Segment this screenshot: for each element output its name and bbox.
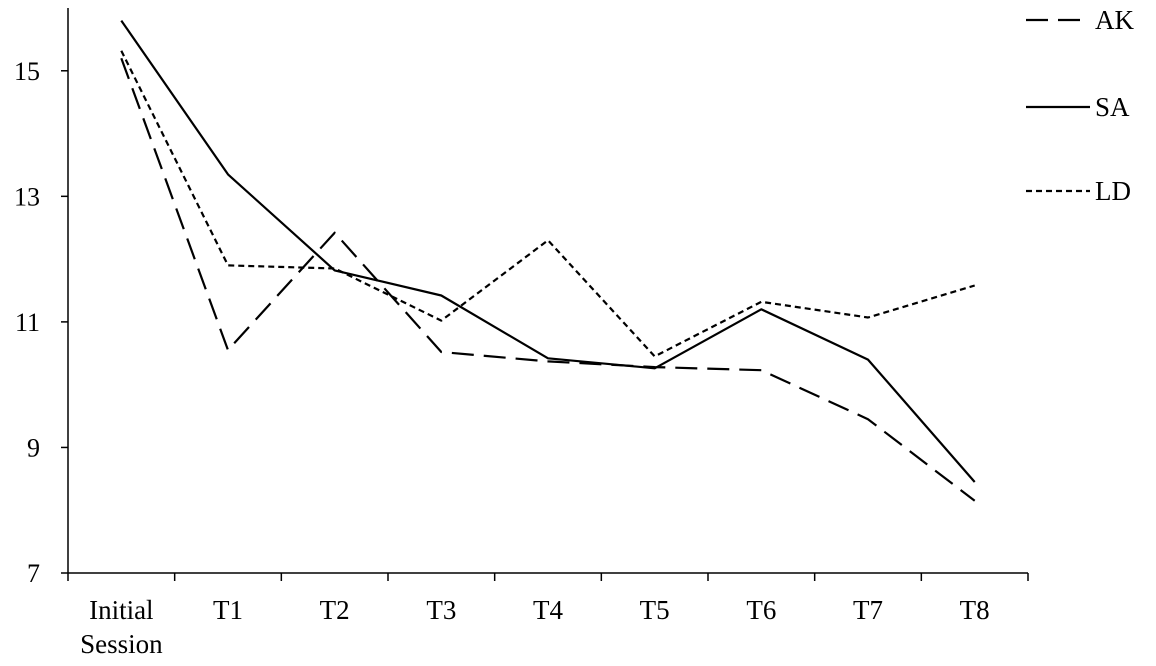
x-tick-label: T3 <box>426 595 456 625</box>
x-axis-ticks: Initial Session T1 T2 T3 T4 T5 T6 T7 T8 <box>67 573 1029 659</box>
y-tick-label: 7 <box>27 559 40 588</box>
x-tick-label: T6 <box>746 595 776 625</box>
x-tick-label: T5 <box>640 595 670 625</box>
x-tick-label: T1 <box>213 595 243 625</box>
legend-label-sa: SA <box>1095 92 1130 122</box>
y-axis-ticks: 7 9 11 13 15 <box>14 57 68 588</box>
x-tick-label: T4 <box>533 595 563 625</box>
y-tick-label: 13 <box>14 182 40 211</box>
series-line-sa <box>120 19 976 483</box>
x-tick-label: T8 <box>960 595 990 625</box>
legend: AK SA LD <box>1026 5 1134 206</box>
y-tick-label: 9 <box>27 433 40 462</box>
axes <box>67 8 1028 574</box>
legend-label-ak: AK <box>1095 5 1134 35</box>
y-tick-label: 15 <box>14 57 40 86</box>
x-tick-label: T2 <box>320 595 350 625</box>
legend-label-ld: LD <box>1095 176 1131 206</box>
series-line-ak <box>120 57 976 502</box>
series-line-ld <box>120 50 976 358</box>
series-lines <box>120 19 976 502</box>
x-tick-label: T7 <box>853 595 883 625</box>
y-tick-label: 11 <box>15 308 40 337</box>
x-tick-label: Initial Session <box>80 595 163 659</box>
